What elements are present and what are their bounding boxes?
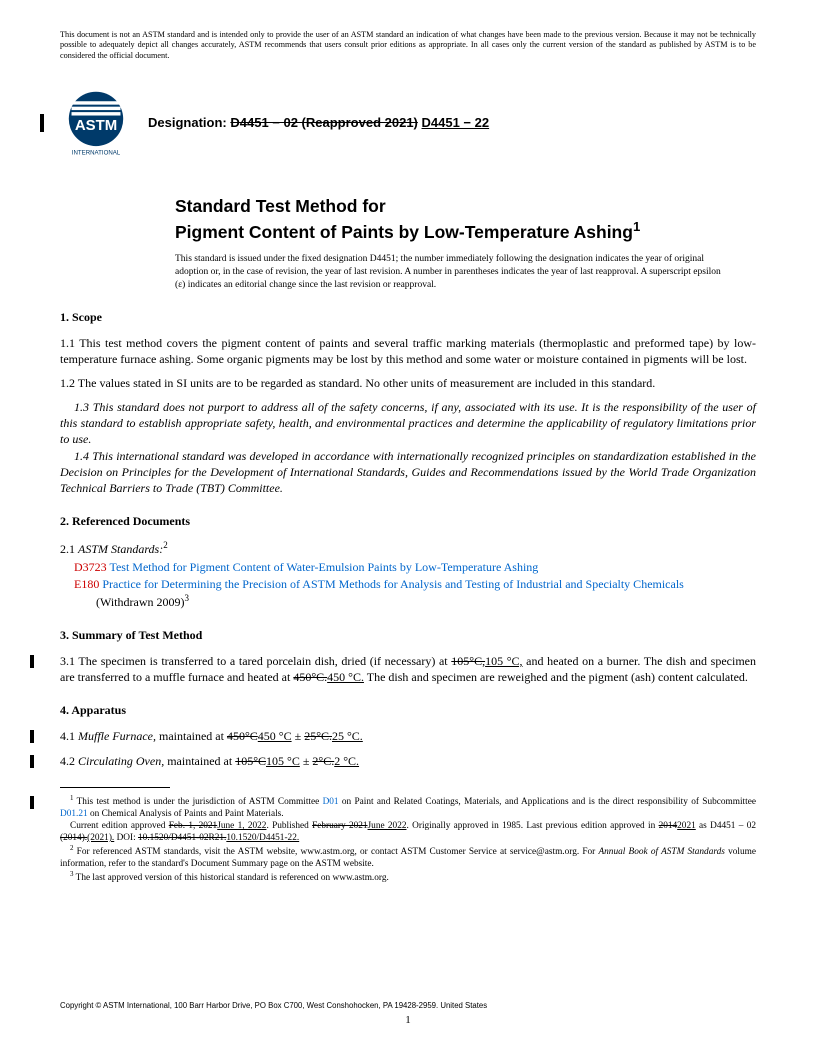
t: on Chemical Analysis of Paints and Paint… [88,809,284,819]
ref-1: D3723 Test Method for Pigment Content of… [60,559,756,575]
ref-2-sup: 3 [185,593,190,603]
ref-2-code[interactable]: E180 [74,577,99,591]
para-1-3: 1.3 This standard does not purport to ad… [60,399,756,448]
para-4-2: 4.2 Circulating Oven, maintained at 105°… [60,753,756,769]
t: maintained at [164,754,235,768]
header-row: ASTM INTERNATIONAL Designation: D4451 − … [40,89,756,157]
new: 450 °C [258,729,292,743]
svg-text:ASTM: ASTM [75,117,117,134]
t: 4.2 [60,754,78,768]
para-1-4: 1.4 This international standard was deve… [60,448,756,497]
para-1-1: 1.1 This test method covers the pigment … [60,335,756,367]
old: 450°C [227,729,258,743]
fn-link[interactable]: D01.21 [60,809,88,819]
para-1-2: 1.2 The values stated in SI units are to… [60,375,756,391]
designation-label: Designation: [148,115,227,130]
new: 25 °C. [332,729,363,743]
new: 105 °C [266,754,300,768]
para-2-1-text: ASTM Standards: [78,542,163,556]
new: 2 °C. [334,754,359,768]
new: June 2022 [368,821,407,831]
t: 3.1 The specimen is transferred to a tar… [60,654,451,668]
new: 450 °C. [327,670,364,684]
t: on Paint and Related Coatings, Materials… [339,797,756,807]
t: The dish and specimen are reweighed and … [364,670,748,684]
t: . Published [266,821,312,831]
section-1-heading: 1. Scope [60,310,756,325]
change-bar-icon [40,114,44,132]
title-text: Pigment Content of Paints by Low-Tempera… [175,221,633,241]
copyright-line: Copyright © ASTM International, 100 Barr… [60,1001,487,1010]
old: (2014). [60,833,87,843]
para-3-1: 3.1 The specimen is transferred to a tar… [60,653,756,685]
para-2-1-label: 2.1 [60,542,75,556]
title-line1: Standard Test Method for [175,195,756,218]
para-2-1: 2.1 ASTM Standards:2 [60,539,756,557]
t: This test method is under the jurisdicti… [73,797,322,807]
old: 105°C, [451,654,485,668]
t: DOI: [114,833,138,843]
old: 2014 [659,821,678,831]
top-disclaimer: This document is not an ASTM standard an… [60,30,756,61]
t: Annual Book of ASTM Standards [598,847,724,857]
t: as D4451 – 02 [696,821,756,831]
ref-2-link[interactable]: Practice for Determining the Precision o… [102,577,684,591]
svg-text:INTERNATIONAL: INTERNATIONAL [72,149,121,156]
new: June 1, 2022 [217,821,266,831]
t: ± [300,754,313,768]
footnote-1: 1 This test method is under the jurisdic… [60,794,756,820]
ref-1-code[interactable]: D3723 [74,560,107,574]
astm-logo-icon: ASTM INTERNATIONAL [62,89,130,157]
name: Muffle Furnace, [78,729,156,743]
footnote-1b: Current edition approved Feb. 1, 2021Jun… [60,820,756,844]
t: Current edition approved [70,821,169,831]
name: Circulating Oven, [78,754,164,768]
t: For referenced ASTM standards, visit the… [73,847,598,857]
title-line2: Pigment Content of Paints by Low-Tempera… [175,218,756,244]
page-number: 1 [0,1014,816,1026]
title-block: Standard Test Method for Pigment Content… [175,195,756,292]
fn-link[interactable]: D01 [323,797,339,807]
para-4-1: 4.1 Muffle Furnace, maintained at 450°C4… [60,728,756,744]
old: February 2021 [312,821,367,831]
t: maintained at [156,729,227,743]
old: 2°C. [312,754,334,768]
para-2-1-sup: 2 [163,540,168,550]
t: The last approved version of this histor… [73,873,388,883]
footnote-separator [60,787,170,788]
footnote-3: 3 The last approved version of this hist… [60,870,756,884]
designation-new: D4451 − 22 [422,115,490,130]
new: 2021 [677,821,696,831]
ref-1-link[interactable]: Test Method for Pigment Content of Water… [109,560,538,574]
t: . Originally approved in 1985. Last prev… [407,821,659,831]
new: 105 °C, [485,654,522,668]
t: ± [292,729,305,743]
old: 450°C. [293,670,327,684]
section-3-heading: 3. Summary of Test Method [60,628,756,643]
designation-line: Designation: D4451 − 02 (Reapproved 2021… [148,115,489,130]
ref-2-withdrawn: (Withdrawn 2009) [74,595,185,609]
designation-old: D4451 − 02 (Reapproved 2021) [230,115,418,130]
ref-2: E180 Practice for Determining the Precis… [60,576,756,610]
section-2-heading: 2. Referenced Documents [60,514,756,529]
old: 105°C [235,754,266,768]
t: 4.1 [60,729,78,743]
title-note: This standard is issued under the fixed … [175,253,756,291]
section-4-heading: 4. Apparatus [60,703,756,718]
old: Feb. 1, 2021 [169,821,217,831]
old: 10.1520/D4451-02R21. [138,833,226,843]
new: 10.1520/D4451-22. [226,833,299,843]
footnote-2: 2 For referenced ASTM standards, visit t… [60,844,756,870]
title-sup: 1 [633,219,640,234]
new: (2021). [87,833,114,843]
old: 25°C. [304,729,332,743]
